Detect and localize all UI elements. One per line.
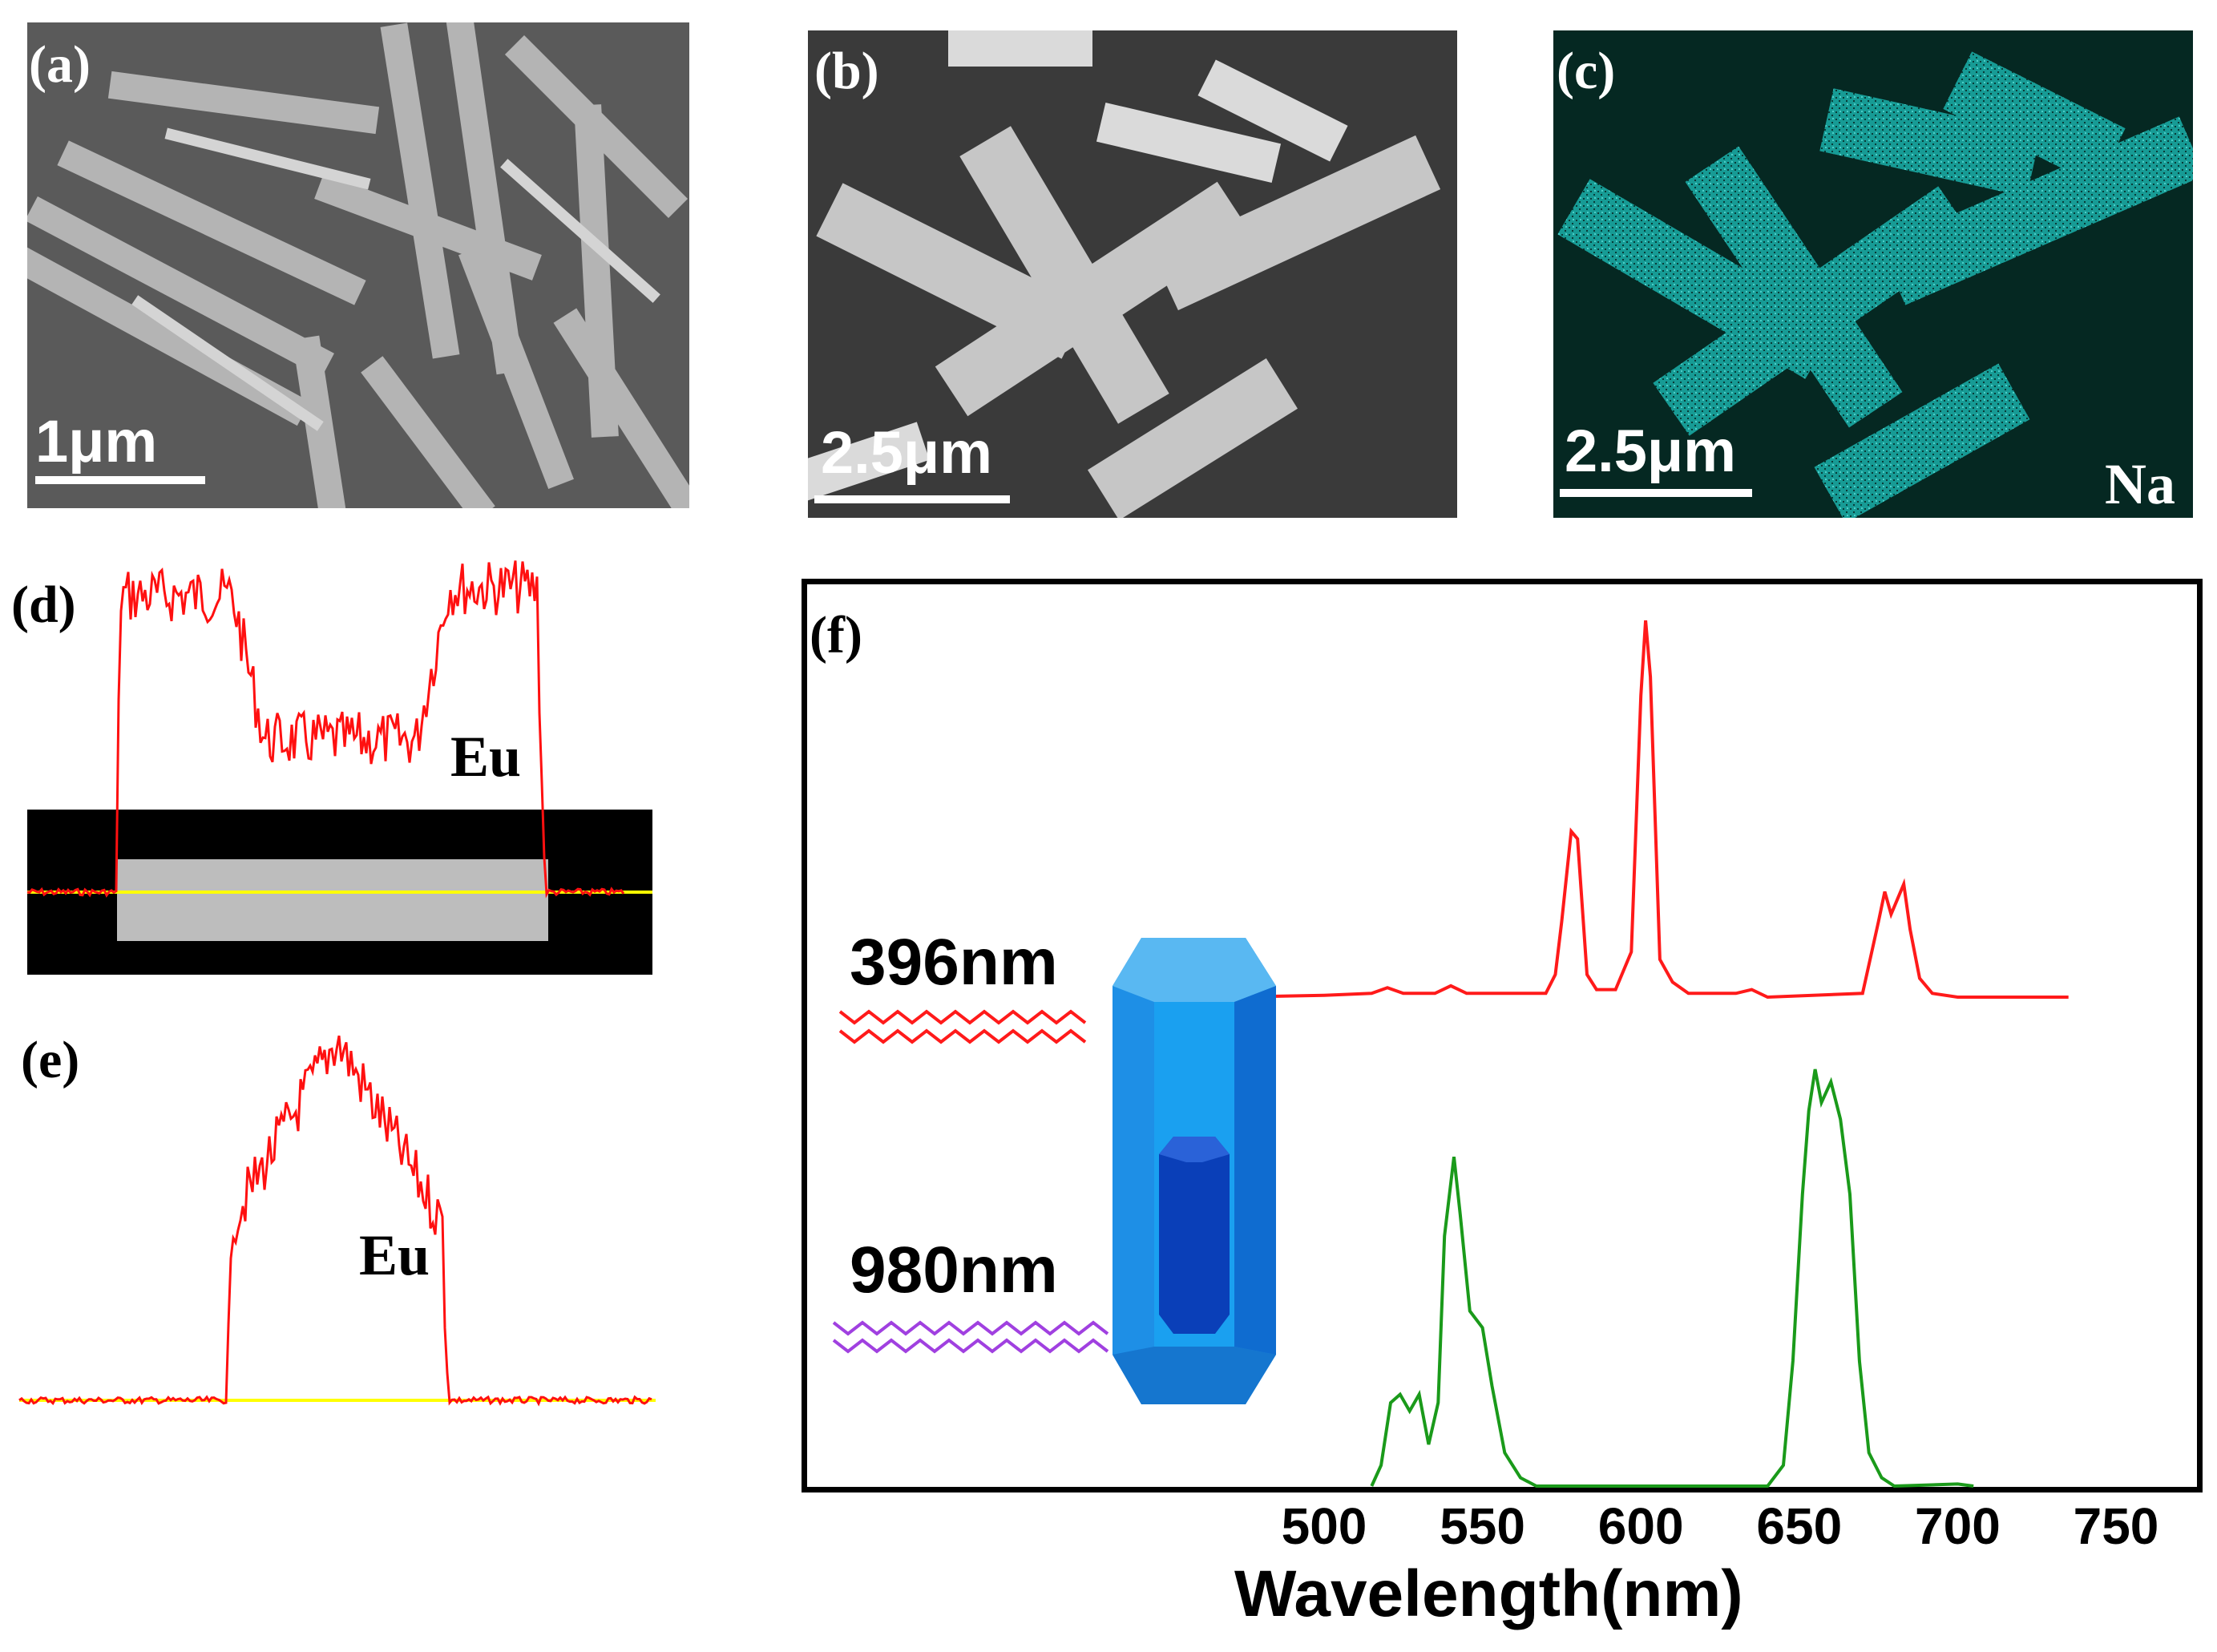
excitation-label-396: 396nm xyxy=(850,926,1058,999)
panel-a-scale-bar-text: 1μm xyxy=(35,408,158,475)
x-tick-label: 700 xyxy=(1915,1497,2001,1555)
panel-b-sem-image: (b) 2.5μm xyxy=(808,30,1457,518)
panel-a-label: (a) xyxy=(29,35,91,94)
x-axis-label: Wavelength(nm) xyxy=(1234,1557,1743,1630)
x-tick-label: 600 xyxy=(1597,1497,1684,1555)
panel-f-frame xyxy=(802,579,2203,1492)
wave-980-icon-lower xyxy=(832,1338,1109,1354)
hexagonal-crystal-icon xyxy=(1113,938,1276,1404)
wave-396-icon xyxy=(838,1009,1087,1025)
x-tick-label: 550 xyxy=(1440,1497,1525,1555)
panel-e-label: (e) xyxy=(21,1031,80,1089)
spectrum-980nm xyxy=(1370,1068,1974,1488)
wave-396-icon-lower xyxy=(838,1028,1087,1044)
panel-f-label: (f) xyxy=(810,606,862,664)
microrods-graphic xyxy=(808,30,1457,518)
panel-c-label: (c) xyxy=(1557,42,1616,100)
excitation-label-980: 980nm xyxy=(850,1234,1058,1307)
na-map-graphic xyxy=(1553,30,2193,518)
panel-c-scale-bar-text: 2.5μm xyxy=(1565,418,1736,484)
panel-b-scale-bar xyxy=(814,495,1010,503)
panel-a-sem-image: (a) 1μm xyxy=(27,22,689,508)
panel-e-element-label: Eu xyxy=(359,1223,430,1287)
x-tick-label: 650 xyxy=(1756,1497,1843,1555)
spectra-plot-area xyxy=(1229,620,2069,1488)
panel-c-scale-bar xyxy=(1560,489,1752,497)
nanorods-graphic xyxy=(27,22,689,508)
panel-a-scale-bar xyxy=(35,476,205,484)
panel-c-element-label: Na xyxy=(2105,452,2175,516)
x-tick-label: 750 xyxy=(2073,1497,2159,1555)
wave-980-icon xyxy=(832,1320,1109,1336)
panel-b-label: (b) xyxy=(814,42,879,100)
panel-d-element-label: Eu xyxy=(450,725,522,789)
x-tick-label: 500 xyxy=(1281,1497,1367,1555)
spectrum-396nm xyxy=(1229,620,2069,1000)
panel-c-element-map: (c) 2.5μm Na xyxy=(1553,30,2193,518)
panel-b-scale-bar-text: 2.5μm xyxy=(821,419,992,486)
